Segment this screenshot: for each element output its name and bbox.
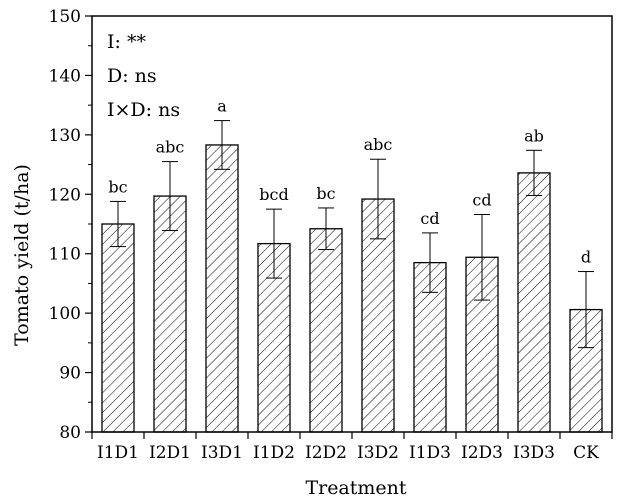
annotation-d: D: ns [107, 65, 157, 87]
y-tick-label: 130 [49, 126, 81, 146]
annotation-interaction: I×D: ns [107, 99, 180, 121]
y-tick-label: 110 [49, 245, 81, 265]
y-axis-title: Tomato yield (t/ha) [11, 164, 33, 346]
y-tick-label: 120 [49, 185, 81, 205]
bar-i1d1 [101, 223, 135, 433]
x-axis-ticks: I1D1 I2D1 I3D1 I1D2 I2D2 I3D2 I1D3 I2D3 I3D3 CK [91, 432, 613, 463]
significance-label-ck: d [581, 248, 591, 267]
x-tick-label-i2d3: I2D3 [461, 443, 503, 463]
significance-label-i1d3: cd [420, 209, 439, 228]
x-axis-title: Treatment [305, 477, 406, 499]
significance-label-i2d3: cd [472, 190, 491, 209]
significance-label-i3d1: a [217, 97, 227, 116]
bar-i2d2 [309, 228, 343, 433]
x-tick-label-i1d2: I1D2 [253, 443, 295, 463]
x-tick-label-i3d2: I3D2 [357, 443, 399, 463]
y-tick-label: 90 [59, 364, 81, 384]
y-tick-label: 100 [49, 304, 81, 324]
y-tick-label: 140 [49, 66, 81, 86]
x-tick-label-i3d1: I3D1 [201, 443, 243, 463]
bar-i3d3 [517, 172, 551, 433]
x-tick-label-i2d2: I2D2 [305, 443, 347, 463]
bars-group [101, 144, 603, 433]
x-tick-label-i1d3: I1D3 [409, 443, 451, 463]
x-tick-label-i3d3: I3D3 [513, 443, 555, 463]
bar-i2d1 [153, 195, 187, 433]
bar-ck [569, 308, 603, 433]
y-tick-label: 80 [59, 423, 81, 443]
errorbars-group [110, 120, 594, 349]
x-tick-label-i2d1: I2D1 [149, 443, 191, 463]
bar-i3d1 [205, 144, 239, 433]
y-tick-label: 150 [49, 7, 81, 27]
significance-label-i3d2: abc [364, 135, 393, 154]
significance-labels-group: bc abc a bcd bc abc cd cd ab d [108, 97, 591, 267]
significance-label-i3d3: ab [524, 126, 544, 145]
annotation-irrigation: I: ** [107, 31, 146, 53]
x-tick-label-ck: CK [573, 443, 599, 463]
significance-label-i1d2: bcd [259, 185, 288, 204]
x-tick-label-i1d1: I1D1 [97, 443, 139, 463]
significance-label-i2d2: bc [316, 184, 335, 203]
significance-label-i1d1: bc [108, 177, 127, 196]
significance-label-i2d1: abc [156, 138, 185, 157]
y-axis-ticks: 80 90 100 110 120 130 140 150 [49, 7, 92, 443]
